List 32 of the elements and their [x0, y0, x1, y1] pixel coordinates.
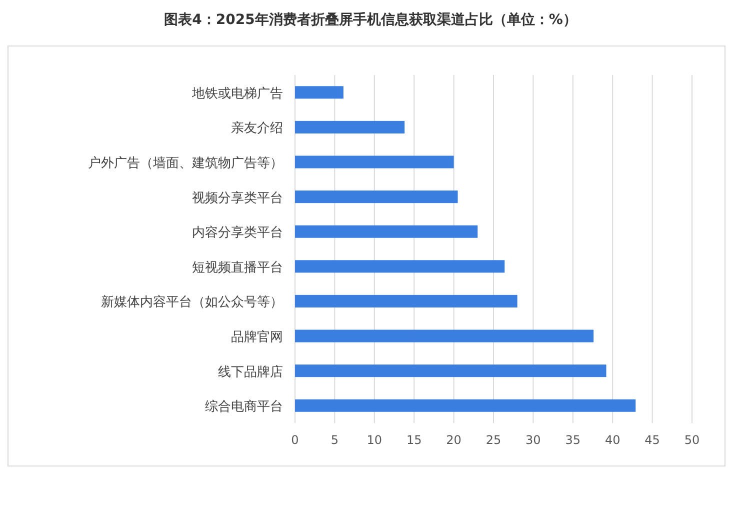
bar [295, 330, 594, 342]
x-tick-label: 10 [366, 433, 382, 447]
x-tick-label: 45 [644, 433, 660, 447]
y-tick-label: 视频分享类平台 [192, 190, 283, 206]
x-tick-label: 5 [330, 433, 339, 447]
bar [295, 364, 606, 378]
y-tick-label: 亲友介绍 [231, 121, 283, 136]
bar [295, 225, 478, 238]
x-tick-label: 15 [406, 433, 422, 447]
bar [295, 120, 405, 134]
x-tick-label: 50 [684, 433, 700, 447]
x-tick-label: 0 [291, 433, 299, 447]
y-tick-label: 内容分享类平台 [192, 224, 283, 241]
bar [295, 399, 636, 412]
bar [295, 294, 518, 308]
chart-title: 图表4：2025年消费者折叠屏手机信息获取渠道占比（单位：%） [164, 11, 577, 28]
y-tick-label: 线下品牌店 [218, 364, 283, 380]
bar [295, 156, 454, 168]
y-tick-label: 短视频直播平台 [192, 260, 283, 276]
y-tick-label: 品牌官网 [231, 329, 283, 345]
x-tick-label: 40 [604, 433, 620, 447]
x-tick-label: 20 [446, 433, 462, 447]
bar [295, 86, 344, 99]
x-tick-label: 30 [526, 433, 541, 447]
bar [295, 260, 505, 273]
y-tick-label: 地铁或电梯广告 [191, 86, 283, 102]
y-tick-label: 新媒体内容平台（如公众号等） [101, 294, 283, 310]
y-tick-label: 户外广告（墙面、建筑物广告等） [88, 156, 283, 171]
bar [295, 190, 458, 204]
y-tick-label: 综合电商平台 [205, 400, 283, 415]
x-tick-label: 25 [486, 433, 502, 447]
x-tick-label: 35 [565, 433, 581, 447]
